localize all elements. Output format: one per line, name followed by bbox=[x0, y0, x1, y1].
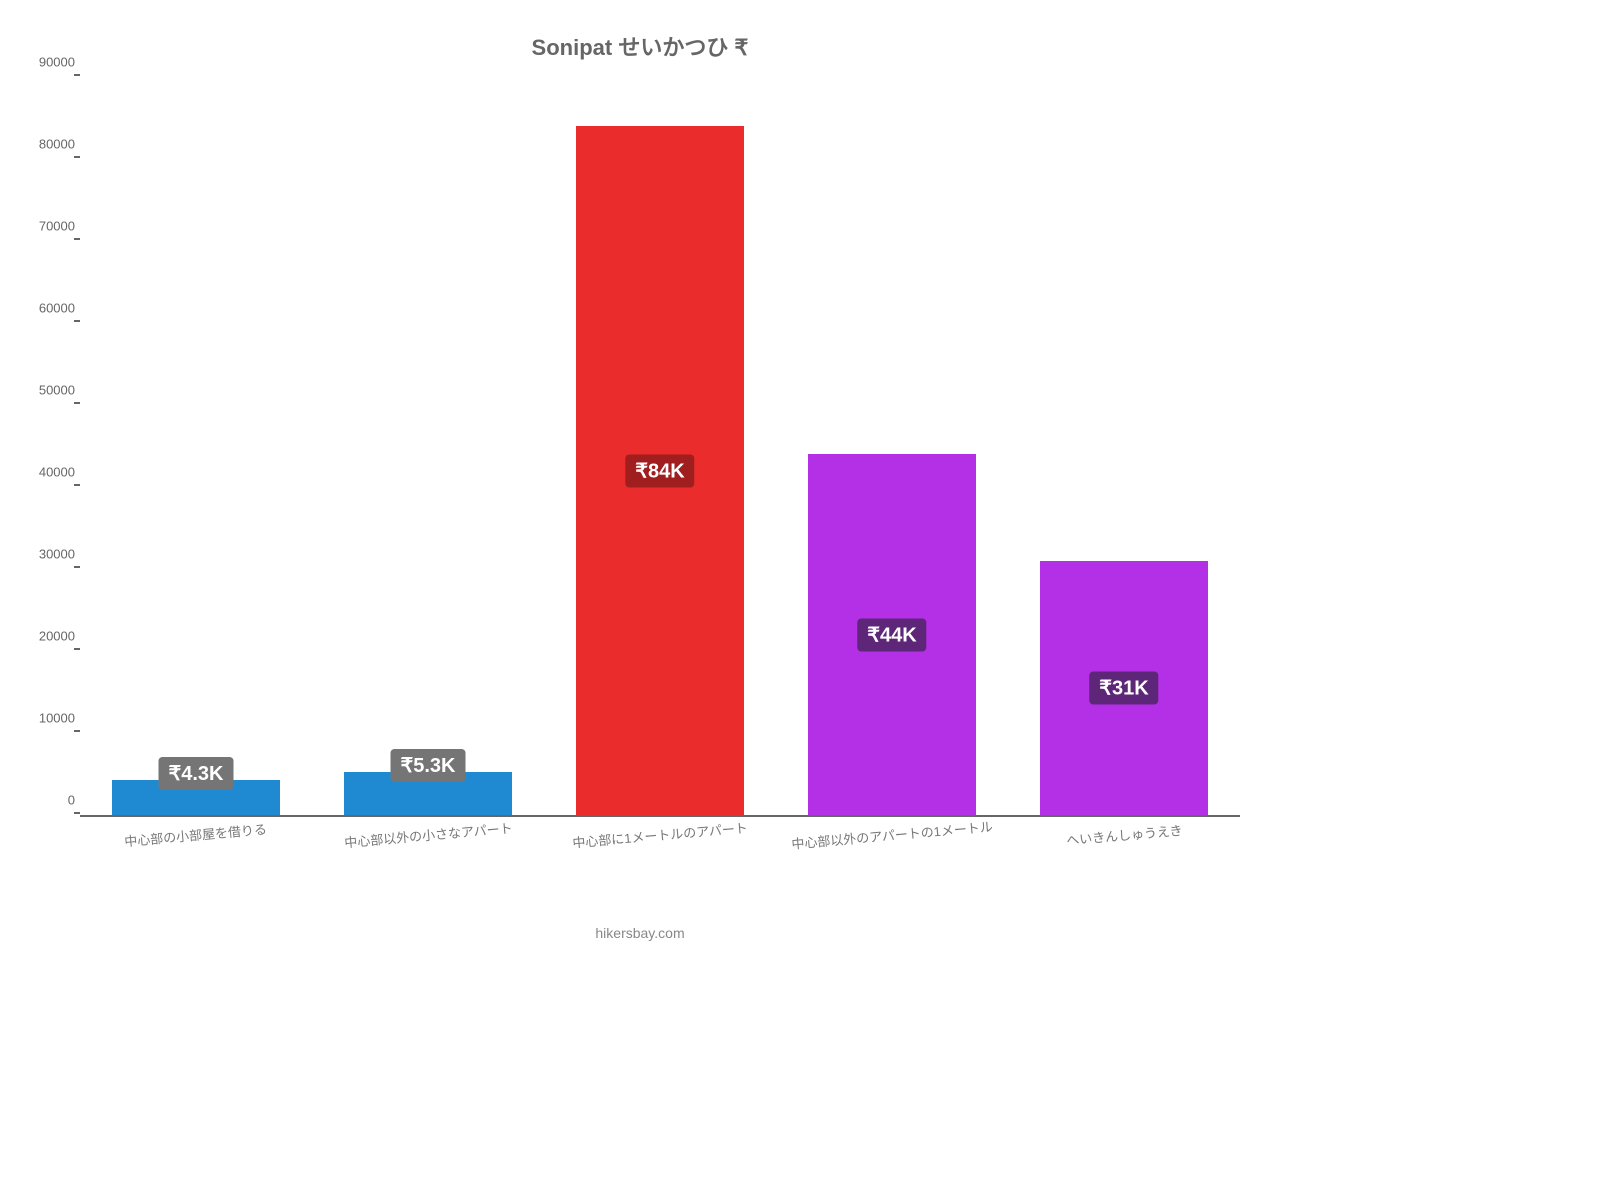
y-tick-mark bbox=[74, 238, 80, 240]
y-tick-label: 20000 bbox=[20, 629, 75, 644]
x-axis-label-text: 中心部の小部屋を借りる bbox=[124, 819, 268, 850]
chart-container: Sonipat せいかつひ ₹ ₹4.3K ₹5.3K ₹84K ₹44K ₹31K 0… bbox=[0, 0, 1280, 960]
y-tick-mark bbox=[74, 566, 80, 568]
x-axis-label: へいきんしゅうえき bbox=[1008, 825, 1240, 845]
bar-slot: ₹44K bbox=[776, 77, 1008, 815]
x-axis-label-text: 中心部以外の小さなアパート bbox=[343, 818, 513, 852]
y-tick-label: 60000 bbox=[20, 301, 75, 316]
y-tick-mark bbox=[74, 402, 80, 404]
bar-value-label: ₹31K bbox=[1089, 671, 1158, 704]
y-tick-label: 40000 bbox=[20, 465, 75, 480]
y-tick-label: 70000 bbox=[20, 219, 75, 234]
x-axis-label-text: 中心部以外のアパートの1メートル bbox=[791, 816, 994, 853]
chart-title: Sonipat せいかつひ ₹ bbox=[20, 30, 1260, 62]
y-tick-label: 30000 bbox=[20, 547, 75, 562]
x-axis-labels: 中心部の小部屋を借りる中心部以外の小さなアパート中心部に1メートルのアパート中心… bbox=[80, 825, 1240, 845]
x-axis-label: 中心部以外の小さなアパート bbox=[312, 825, 544, 845]
bar-value-label: ₹84K bbox=[625, 454, 694, 487]
bar: ₹4.3K bbox=[112, 780, 279, 815]
y-tick-mark bbox=[74, 74, 80, 76]
bar: ₹44K bbox=[808, 454, 975, 815]
bar-value-label: ₹44K bbox=[857, 618, 926, 651]
footer-credit: hikersbay.com bbox=[20, 925, 1260, 941]
bar-slot: ₹84K bbox=[544, 77, 776, 815]
bar-slot: ₹5.3K bbox=[312, 77, 544, 815]
bar-slot: ₹31K bbox=[1008, 77, 1240, 815]
y-tick-label: 50000 bbox=[20, 383, 75, 398]
y-tick-mark bbox=[74, 730, 80, 732]
bar: ₹31K bbox=[1040, 561, 1207, 815]
bar-value-label: ₹5.3K bbox=[391, 749, 466, 782]
y-tick-mark bbox=[74, 484, 80, 486]
bar-value-label: ₹4.3K bbox=[159, 757, 234, 790]
x-axis-label: 中心部の小部屋を借りる bbox=[80, 825, 312, 845]
y-tick-label: 90000 bbox=[20, 55, 75, 70]
bar: ₹84K bbox=[576, 126, 743, 815]
bar-slot: ₹4.3K bbox=[80, 77, 312, 815]
x-axis-label-text: 中心部に1メートルのアパート bbox=[572, 817, 749, 851]
y-tick-mark bbox=[74, 320, 80, 322]
y-tick-label: 10000 bbox=[20, 711, 75, 726]
plot-area: ₹4.3K₹5.3K₹84K₹44K₹31K 01000020000300004… bbox=[80, 77, 1240, 817]
y-tick-label: 80000 bbox=[20, 137, 75, 152]
y-tick-mark bbox=[74, 648, 80, 650]
y-tick-mark bbox=[74, 156, 80, 158]
x-axis-label-text: へいきんしゅうえき bbox=[1065, 820, 1183, 849]
y-tick-label: 0 bbox=[20, 793, 75, 808]
y-tick-mark bbox=[74, 812, 80, 814]
bars-row: ₹4.3K ₹5.3K ₹84K ₹44K ₹31K bbox=[80, 77, 1240, 815]
x-axis-label: 中心部に1メートルのアパート bbox=[544, 825, 776, 845]
x-axis-label: 中心部以外のアパートの1メートル bbox=[776, 825, 1008, 845]
bar: ₹5.3K bbox=[344, 772, 511, 815]
